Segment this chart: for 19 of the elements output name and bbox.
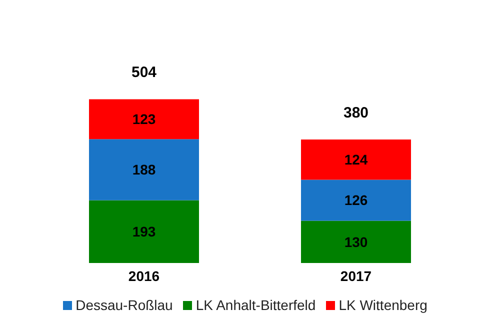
data-label: 188 [132, 162, 156, 178]
bar [89, 99, 199, 140]
bar [89, 139, 199, 200]
data-label: 123 [132, 111, 156, 128]
x-tick-label: 2016 [128, 268, 160, 284]
legend-label: Dessau-Roßlau [76, 297, 173, 313]
data-label: 124 [344, 152, 368, 168]
legend-label: LK Anhalt-Bitterfeld [196, 297, 316, 313]
total-label: 504 [131, 64, 158, 82]
bar [89, 200, 199, 263]
legend-label: LK Wittenberg [338, 297, 428, 313]
data-label: 126 [344, 192, 368, 208]
bar [301, 180, 411, 221]
data-label: 193 [132, 224, 156, 240]
data-label: 130 [344, 234, 368, 250]
bar [301, 220, 411, 263]
bar [301, 140, 411, 180]
total-label: 380 [343, 104, 369, 122]
x-tick-label: 2017 [340, 268, 372, 284]
